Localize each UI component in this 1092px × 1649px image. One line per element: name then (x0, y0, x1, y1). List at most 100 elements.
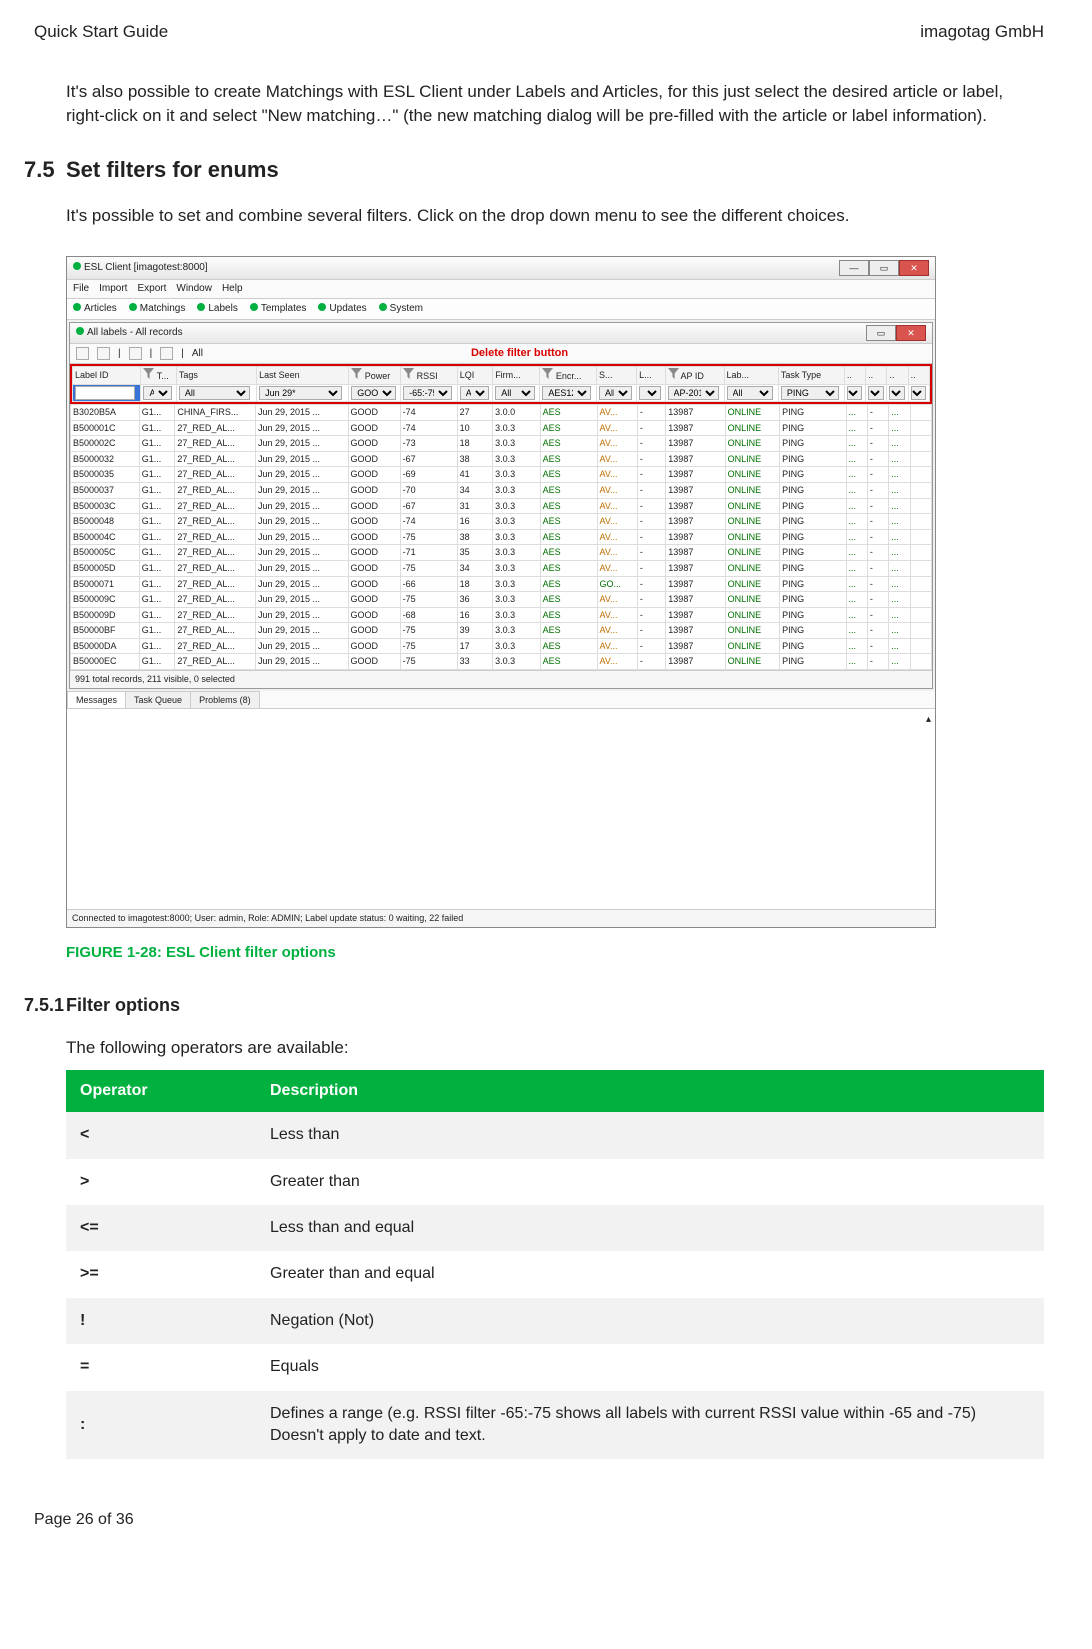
table-row[interactable]: B50000DAG1...27_RED_AL...Jun 29, 2015 ..… (71, 638, 932, 654)
section-number: 7.5 (24, 155, 66, 186)
section-7-5-1: 7.5.1 Filter options (24, 993, 1044, 1018)
table-row[interactable]: B500009DG1...27_RED_AL...Jun 29, 2015 ..… (71, 607, 932, 623)
operator-row: !Negation (Not) (66, 1298, 1044, 1344)
filter-select-lastseen[interactable]: Jun 29* (259, 386, 342, 400)
operator-row: >Greater than (66, 1159, 1044, 1205)
maximize-button[interactable]: ▭ (869, 260, 899, 276)
operator-row: <=Less than and equal (66, 1205, 1044, 1251)
toolbar-icon[interactable] (129, 347, 142, 360)
subsection-number: 7.5.1 (24, 993, 66, 1018)
filter-select-lqi[interactable]: All (460, 386, 489, 400)
app-icon (73, 262, 81, 270)
header-right: imagotag GmbH (920, 20, 1044, 44)
table-row[interactable]: B500002CG1...27_RED_AL...Jun 29, 2015 ..… (71, 436, 932, 452)
table-row[interactable]: B500005DG1...27_RED_AL...Jun 29, 2015 ..… (71, 560, 932, 576)
table-row[interactable]: B5000048G1...27_RED_AL...Jun 29, 2015 ..… (71, 514, 932, 530)
operator-row: :Defines a range (e.g. RSSI filter -65:-… (66, 1391, 1044, 1460)
menu-help[interactable]: Help (222, 282, 243, 296)
menu-export[interactable]: Export (137, 282, 166, 296)
scroll-up-icon[interactable]: ▴ (926, 713, 931, 727)
filter-select-extra[interactable] (911, 386, 927, 400)
table-header-row: Label ID T... TagsLast Seen Power RSSI L… (73, 367, 930, 385)
filter-input-labelid[interactable] (75, 386, 135, 400)
table-row[interactable]: B5000035G1...27_RED_AL...Jun 29, 2015 ..… (71, 467, 932, 483)
filter-select-extra[interactable] (868, 386, 883, 400)
subwindow-title: All labels - All records (87, 327, 183, 338)
labels-subwindow: All labels - All records ▭ ✕ | | | All D… (69, 322, 933, 689)
labels-table: Label ID T... TagsLast Seen Power RSSI L… (72, 366, 930, 402)
menu-file[interactable]: File (73, 282, 89, 296)
filter-select-s[interactable]: All (599, 386, 632, 400)
table-row[interactable]: B500009CG1...27_RED_AL...Jun 29, 2015 ..… (71, 592, 932, 608)
sec75-paragraph: It's possible to set and combine several… (66, 204, 1044, 228)
window-title: ESL Client [imagotest:8000] (84, 262, 208, 273)
optable-head-op: Operator (66, 1070, 256, 1112)
labels-table-body: B3020B5AG1...CHINA_FIRS...Jun 29, 2015 .… (70, 404, 932, 670)
operator-row: =Equals (66, 1344, 1044, 1390)
intro-paragraph: It's also possible to create Matchings w… (66, 80, 1044, 128)
toolbar-icon[interactable] (97, 347, 110, 360)
table-row[interactable]: B500005CG1...27_RED_AL...Jun 29, 2015 ..… (71, 545, 932, 561)
table-row[interactable]: B3020B5AG1...CHINA_FIRS...Jun 29, 2015 .… (71, 404, 932, 420)
figure-caption: FIGURE 1-28: ESL Client filter options (66, 942, 1044, 963)
sub-maximize-button[interactable]: ▭ (866, 325, 896, 341)
filter-select-t[interactable]: All (143, 386, 172, 400)
filter-select-power[interactable]: GOOD (351, 386, 396, 400)
toolbar-sep: | (181, 347, 184, 361)
operator-row: <Less than (66, 1112, 1044, 1158)
filter-select-tags[interactable]: All (179, 386, 251, 400)
nav-labels[interactable]: Labels (197, 302, 237, 316)
filter-select-rssi[interactable]: -65:-75 (403, 386, 452, 400)
menu-window[interactable]: Window (176, 282, 212, 296)
toolbar-sep: | (118, 347, 121, 361)
toolbar-icon[interactable] (76, 347, 89, 360)
table-row[interactable]: B500001CG1...27_RED_AL...Jun 29, 2015 ..… (71, 420, 932, 436)
table-row[interactable]: B500004CG1...27_RED_AL...Jun 29, 2015 ..… (71, 529, 932, 545)
menu-bar: File Import Export Window Help (67, 280, 935, 299)
nav-matchings[interactable]: Matchings (129, 302, 186, 316)
filter-select-lab[interactable]: All (727, 386, 774, 400)
table-status: 991 total records, 211 visible, 0 select… (70, 670, 932, 688)
toolbar-sep: | (150, 347, 153, 361)
sub-close-button[interactable]: ✕ (896, 325, 926, 341)
toolbar-all-label: All (192, 347, 203, 361)
close-button[interactable]: ✕ (899, 260, 929, 276)
page-header: Quick Start Guide imagotag GmbH (24, 20, 1044, 44)
header-left: Quick Start Guide (34, 20, 168, 44)
filter-highlight-box: Label ID T... TagsLast Seen Power RSSI L… (70, 364, 932, 404)
table-row[interactable]: B5000037G1...27_RED_AL...Jun 29, 2015 ..… (71, 482, 932, 498)
nav-system[interactable]: System (379, 302, 423, 316)
table-row[interactable]: B50000BFG1...27_RED_AL...Jun 29, 2015 ..… (71, 623, 932, 639)
bottom-tabs: Messages Task Queue Problems (8) (67, 691, 935, 710)
minimize-button[interactable]: — (839, 260, 869, 276)
table-row[interactable]: B500003CG1...27_RED_AL...Jun 29, 2015 ..… (71, 498, 932, 514)
page-footer: Page 26 of 36 (24, 1509, 1044, 1531)
filter-select-apid[interactable]: AP-2010 (668, 386, 719, 400)
operator-table: Operator Description <Less than>Greater … (66, 1070, 1044, 1460)
operator-row: >=Greater than and equal (66, 1251, 1044, 1297)
section-7-5: 7.5 Set filters for enums (24, 155, 1044, 186)
tab-task-queue[interactable]: Task Queue (125, 691, 191, 709)
menu-import[interactable]: Import (99, 282, 127, 296)
tab-problems[interactable]: Problems (8) (190, 691, 260, 709)
filter-select-extra[interactable] (889, 386, 904, 400)
table-row[interactable]: B5000071G1...27_RED_AL...Jun 29, 2015 ..… (71, 576, 932, 592)
tab-messages[interactable]: Messages (67, 691, 126, 709)
nav-templates[interactable]: Templates (250, 302, 307, 316)
section-title: Set filters for enums (66, 155, 279, 186)
table-row[interactable]: B50000ECG1...27_RED_AL...Jun 29, 2015 ..… (71, 654, 932, 670)
esl-client-screenshot: ESL Client [imagotest:8000] — ▭ ✕ File I… (66, 256, 936, 928)
statusbar: Connected to imagotest:8000; User: admin… (67, 909, 935, 927)
nav-articles[interactable]: Articles (73, 302, 117, 316)
filter-select-firm[interactable]: All (495, 386, 535, 400)
nav-updates[interactable]: Updates (318, 302, 366, 316)
toolbar-icon[interactable] (160, 347, 173, 360)
sec751-paragraph: The following operators are available: (66, 1036, 1044, 1060)
filter-select-extra[interactable] (847, 386, 862, 400)
filter-select-encr[interactable]: AES128 (542, 386, 591, 400)
filter-select-task[interactable]: PING (781, 386, 839, 400)
subsection-title: Filter options (66, 993, 180, 1018)
window-titlebar: ESL Client [imagotest:8000] — ▭ ✕ (67, 257, 935, 280)
table-row[interactable]: B5000032G1...27_RED_AL...Jun 29, 2015 ..… (71, 451, 932, 467)
filter-select-l[interactable]: All (639, 386, 661, 400)
